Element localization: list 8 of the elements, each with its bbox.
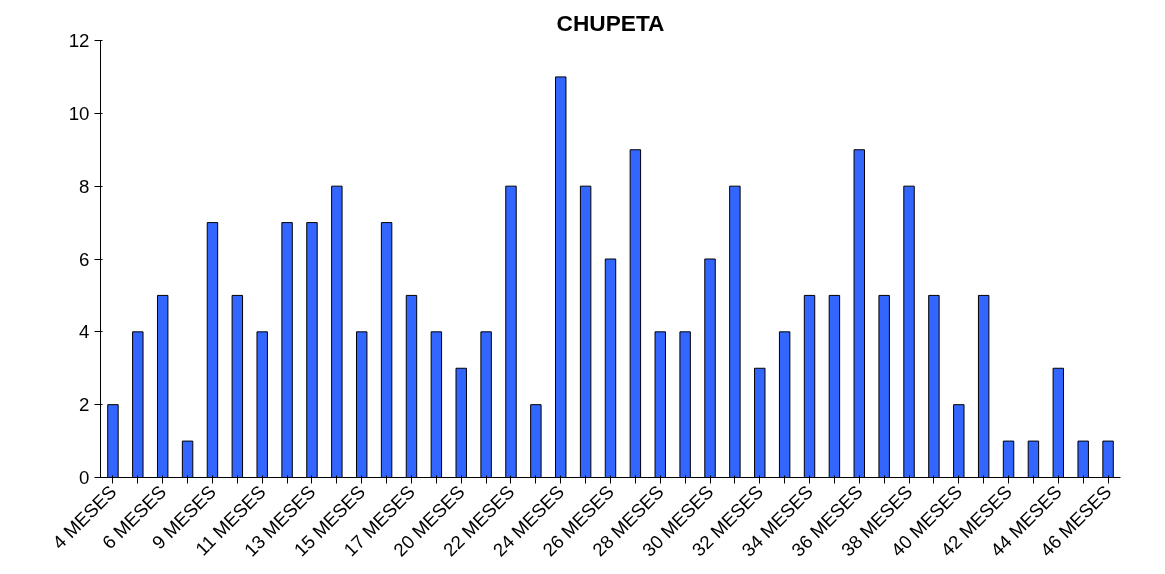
y-tick-label: 4 [79, 321, 90, 343]
y-tick-label: 2 [79, 394, 90, 416]
y-tick-label: 0 [79, 467, 90, 488]
y-tick-label: 10 [68, 102, 90, 124]
y-tick-label: 12 [68, 30, 90, 51]
y-tick-label: 8 [79, 175, 90, 197]
chart-title: CHUPETA [556, 9, 665, 36]
y-tick-label: 6 [79, 248, 90, 270]
